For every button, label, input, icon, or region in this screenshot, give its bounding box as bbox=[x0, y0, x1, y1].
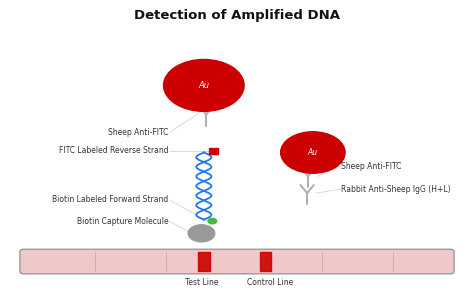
Circle shape bbox=[281, 132, 345, 173]
Bar bbox=[198, 252, 210, 271]
Text: Sheep Anti-FITC: Sheep Anti-FITC bbox=[341, 162, 401, 171]
Text: Test Line: Test Line bbox=[185, 278, 218, 287]
Text: FITC Labeled Reverse Strand: FITC Labeled Reverse Strand bbox=[59, 146, 168, 156]
Text: Sheep Anti-FITC: Sheep Anti-FITC bbox=[108, 128, 168, 137]
Bar bbox=[209, 148, 218, 154]
Text: Control Line: Control Line bbox=[247, 278, 293, 287]
FancyBboxPatch shape bbox=[20, 249, 454, 274]
Circle shape bbox=[188, 225, 215, 242]
Text: Rabbit Anti-Sheep IgG (H+L): Rabbit Anti-Sheep IgG (H+L) bbox=[341, 185, 451, 194]
Text: Au: Au bbox=[308, 148, 318, 157]
Text: Au: Au bbox=[198, 81, 210, 90]
Circle shape bbox=[208, 218, 217, 224]
Bar bbox=[260, 252, 271, 271]
Text: Biotin Labeled Forward Strand: Biotin Labeled Forward Strand bbox=[52, 195, 168, 204]
Text: Biotin Capture Molecule: Biotin Capture Molecule bbox=[77, 217, 168, 226]
Circle shape bbox=[164, 59, 244, 111]
Text: Detection of Amplified DNA: Detection of Amplified DNA bbox=[134, 9, 340, 22]
